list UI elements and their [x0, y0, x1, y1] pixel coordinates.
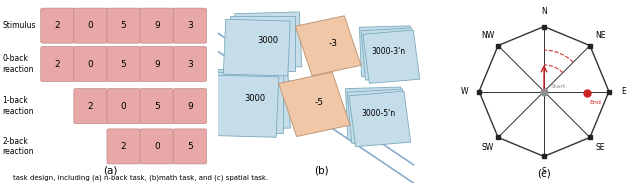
- Text: E: E: [621, 87, 626, 96]
- FancyBboxPatch shape: [140, 89, 173, 124]
- FancyBboxPatch shape: [74, 46, 107, 82]
- Text: 0: 0: [88, 21, 93, 30]
- Polygon shape: [361, 28, 416, 80]
- Polygon shape: [223, 19, 290, 76]
- FancyBboxPatch shape: [173, 89, 207, 124]
- Text: 9: 9: [154, 21, 159, 30]
- Text: 3: 3: [187, 21, 193, 30]
- FancyBboxPatch shape: [173, 8, 207, 43]
- Text: 0: 0: [154, 142, 159, 151]
- Polygon shape: [348, 89, 407, 143]
- Text: -3: -3: [328, 39, 337, 48]
- FancyBboxPatch shape: [74, 8, 107, 43]
- FancyBboxPatch shape: [107, 89, 140, 124]
- Text: 5: 5: [121, 21, 127, 30]
- Text: 2: 2: [121, 142, 127, 151]
- Text: 5: 5: [121, 59, 127, 69]
- Polygon shape: [479, 27, 609, 156]
- Polygon shape: [296, 16, 361, 76]
- Text: SW: SW: [481, 143, 494, 152]
- FancyBboxPatch shape: [107, 46, 140, 82]
- FancyBboxPatch shape: [173, 129, 207, 164]
- Text: -5: -5: [314, 98, 323, 107]
- Text: (a): (a): [103, 166, 118, 176]
- FancyBboxPatch shape: [107, 8, 140, 43]
- Text: NW: NW: [481, 31, 494, 40]
- Text: S: S: [541, 167, 547, 176]
- Polygon shape: [346, 87, 403, 140]
- Polygon shape: [207, 75, 279, 137]
- Text: Stimulus: Stimulus: [2, 21, 36, 30]
- Text: 1-back
reaction: 1-back reaction: [2, 96, 34, 116]
- Text: N: N: [541, 7, 547, 16]
- Text: 2: 2: [54, 59, 60, 69]
- Text: W: W: [461, 87, 468, 96]
- Text: Start: Start: [551, 84, 566, 89]
- FancyBboxPatch shape: [41, 46, 74, 82]
- Polygon shape: [230, 16, 295, 71]
- Text: 3000-5'n: 3000-5'n: [362, 109, 396, 118]
- Text: 3000: 3000: [244, 94, 265, 103]
- Text: 0-back
reaction: 0-back reaction: [2, 54, 34, 74]
- Text: 2: 2: [54, 21, 60, 30]
- Text: 3000: 3000: [258, 36, 279, 45]
- FancyBboxPatch shape: [140, 46, 173, 82]
- Polygon shape: [363, 30, 420, 83]
- Text: 0: 0: [121, 102, 127, 111]
- Text: 2: 2: [88, 102, 93, 111]
- FancyBboxPatch shape: [140, 129, 173, 164]
- Polygon shape: [360, 26, 412, 77]
- Polygon shape: [219, 68, 291, 130]
- Polygon shape: [235, 12, 301, 69]
- Text: 5: 5: [154, 102, 159, 111]
- FancyBboxPatch shape: [173, 46, 207, 82]
- FancyBboxPatch shape: [74, 89, 107, 124]
- Polygon shape: [214, 72, 284, 133]
- FancyBboxPatch shape: [140, 8, 173, 43]
- Text: End: End: [589, 100, 602, 105]
- Text: 9: 9: [187, 102, 193, 111]
- Text: SE: SE: [596, 143, 605, 152]
- Text: 5: 5: [187, 142, 193, 151]
- Text: 9: 9: [154, 59, 159, 69]
- Text: 0: 0: [88, 59, 93, 69]
- Text: 3000-3'n: 3000-3'n: [371, 47, 405, 56]
- Text: task design, including (a) n-back task, (b)math task, and (c) spatial task.: task design, including (a) n-back task, …: [13, 175, 268, 181]
- Text: 3: 3: [187, 59, 193, 69]
- Text: 2-back
reaction: 2-back reaction: [2, 137, 34, 156]
- Text: NE: NE: [595, 31, 605, 40]
- Text: (c): (c): [537, 169, 551, 179]
- Polygon shape: [278, 72, 350, 137]
- Text: (b): (b): [314, 166, 328, 176]
- FancyBboxPatch shape: [41, 8, 74, 43]
- FancyBboxPatch shape: [107, 129, 140, 164]
- Polygon shape: [349, 91, 411, 147]
